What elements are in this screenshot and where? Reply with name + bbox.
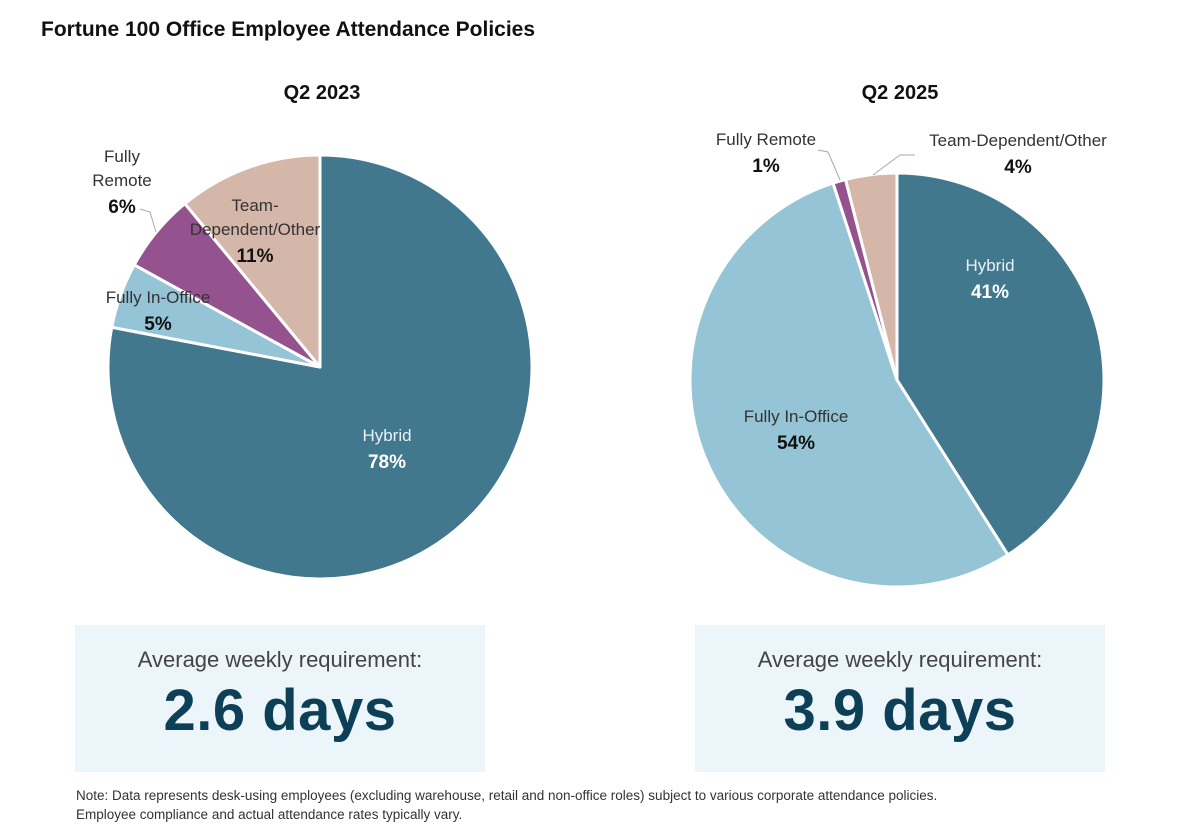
slice-label-fully-remote: Fully Remote 6% — [92, 147, 152, 218]
leader-line-team-dependent-other — [872, 154, 915, 176]
footnote-line-1: Note: Data represents desk-using employe… — [76, 788, 938, 803]
pie-q2-2023: Hybrid 78% Fully In-Office 5% Fully Remote 6% T… — [92, 147, 534, 581]
leader-line-fully-remote — [139, 208, 157, 233]
slice-label-hybrid: Hybrid 78% — [362, 426, 411, 473]
slice-label-fully-remote: Fully Remote 1% — [716, 130, 816, 177]
slice-label-fully-in-office: Fully In-Office 5% — [106, 288, 211, 335]
pie-slice-fully-in-office — [688, 181, 1010, 589]
slice-label-team-dependent-other: Team-Dependent/Other 11% — [190, 196, 321, 267]
pie-title-q2-2025: Q2 2025 — [861, 82, 939, 104]
summary-label: Average weekly requirement: — [757, 647, 1043, 672]
slice-value-fully-in-office: 54% — [777, 433, 815, 454]
summary-label: Average weekly requirement: — [137, 647, 423, 672]
slice-label-hybrid: Hybrid 41% — [965, 256, 1014, 303]
pie-slice-team-dependent-other — [183, 153, 322, 369]
summary-value: 2.6 days — [163, 678, 397, 743]
slice-value-fully-remote: 1% — [752, 156, 780, 177]
leader-line-fully-remote — [817, 149, 841, 181]
slice-label-fully-in-office: Fully In-Office 54% — [744, 407, 849, 454]
slice-value-hybrid: 78% — [368, 452, 406, 473]
pie-title-q2-2023: Q2 2023 — [283, 82, 361, 104]
slice-value-team-dependent-other: 4% — [1004, 157, 1032, 178]
pie-q2-2025: Hybrid 41% Fully In-Office 54% Fully Remote 1… — [688, 130, 1107, 589]
pie-slice-team-dependent-other — [844, 171, 899, 382]
slice-value-fully-remote: 6% — [108, 197, 136, 218]
slice-value-hybrid: 41% — [971, 282, 1009, 303]
footnote: Note: Data represents desk-using employe… — [76, 786, 1076, 824]
slice-value-fully-in-office: 5% — [144, 314, 172, 335]
page-title: Fortune 100 Office Employee Attendance P… — [41, 18, 536, 41]
slice-value-team-dependent-other: 11% — [237, 246, 274, 267]
slice-label-team-dependent-other: Team-Dependent/Other 4% — [929, 131, 1107, 178]
summary-box-q2-2023: Average weekly requirement: 2.6 days — [75, 625, 485, 772]
summary-box-q2-2025: Average weekly requirement: 3.9 days — [695, 625, 1105, 772]
summary-value: 3.9 days — [783, 678, 1017, 743]
footnote-line-2: Employee compliance and actual attendanc… — [76, 807, 463, 822]
